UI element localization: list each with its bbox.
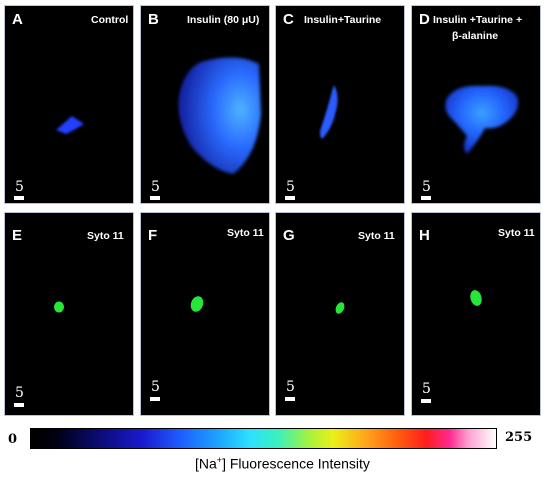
panel-letter: B [148, 11, 159, 28]
panel-label: Syto 11 [358, 230, 395, 242]
sodium-fluorescence-cell [320, 85, 338, 139]
sodium-fluorescence-cell [445, 85, 519, 154]
panel-e: E Syto 11 5 [4, 212, 134, 416]
panel-label: Control [91, 14, 129, 26]
panel-h: H Syto 11 5 [411, 212, 541, 416]
sodium-fluorescence-cell [178, 57, 261, 174]
panel-label: Insulin +Taurine + [433, 14, 523, 26]
scale-bar [421, 399, 431, 403]
sodium-fluorescence-cell [56, 116, 84, 134]
nucleus-stain [54, 301, 64, 313]
panel-letter: F [148, 227, 158, 244]
panel-letter: G [283, 227, 295, 244]
scale-bar [150, 397, 160, 401]
panel-letter: E [12, 227, 23, 244]
panel-label: Insulin+Taurine [304, 14, 382, 26]
panel-label-line2: β-alanine [452, 30, 499, 42]
nucleus-stain [470, 290, 482, 306]
scale-bar-label: 5 [286, 379, 295, 395]
panel-letter: A [12, 11, 23, 28]
panel-b: B Insulin (80 μU) 5 [140, 5, 270, 204]
panel-g: G Syto 11 5 [275, 212, 405, 416]
nucleus-stain [335, 302, 345, 314]
panel-a: A Control 5 [4, 5, 134, 204]
panel-letter: C [283, 11, 294, 28]
panel-letter: H [419, 227, 430, 244]
colorbar-title-suffix: ] Fluorescence Intensity [222, 455, 370, 472]
scale-bar-label: 5 [151, 179, 160, 195]
scale-bar-label: 5 [151, 379, 160, 395]
scale-bar-label: 5 [286, 179, 295, 195]
colorbar-min-label: 0 [8, 432, 18, 447]
panel-label: Insulin (80 μU) [187, 14, 260, 26]
colorbar-title-prefix: [Na [195, 455, 217, 472]
panel-c: C Insulin+Taurine 5 [275, 5, 405, 204]
panel-label: Syto 11 [498, 227, 535, 239]
panel-letter: D [419, 11, 430, 28]
scale-bar [14, 196, 24, 200]
scale-bar-label: 5 [15, 385, 24, 401]
scale-bar [421, 196, 431, 200]
fluorescence-colorbar [30, 428, 497, 449]
nucleus-stain [190, 296, 204, 312]
panel-f: F Syto 11 5 [140, 212, 270, 416]
panel-label: Syto 11 [87, 230, 124, 242]
scale-bar [14, 403, 24, 407]
panel-d: D Insulin +Taurine + β-alanine 5 [411, 5, 541, 204]
scale-bar [285, 196, 295, 200]
panel-label: Syto 11 [227, 227, 264, 239]
scale-bar-label: 5 [15, 179, 24, 195]
scale-bar-label: 5 [422, 179, 431, 195]
scale-bar [285, 397, 295, 401]
colorbar-title-sup: + [216, 455, 223, 465]
colorbar-max-label: 255 [505, 430, 533, 445]
scale-bar-label: 5 [422, 381, 431, 397]
colorbar-title: [Na+] Fluorescence Intensity [195, 455, 370, 472]
scale-bar [150, 196, 160, 200]
